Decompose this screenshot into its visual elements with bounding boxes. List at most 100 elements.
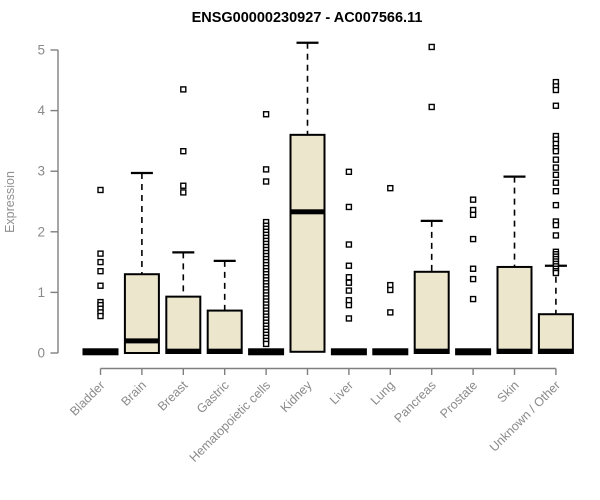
x-tick-label: Breast	[155, 378, 191, 414]
box-series	[82, 41, 574, 356]
outlier-point	[552, 221, 560, 229]
median-line	[166, 348, 201, 354]
outlier-point	[97, 282, 104, 289]
median-line	[497, 348, 532, 354]
box-bladder	[82, 186, 119, 356]
outlier-point	[552, 232, 560, 239]
outlier-point	[469, 196, 477, 203]
outlier-point	[552, 179, 560, 186]
outlier-point	[345, 301, 353, 309]
outlier-point	[97, 250, 104, 257]
outlier-point	[469, 235, 477, 243]
box-brain	[123, 171, 160, 354]
collapsed-box-median	[82, 348, 119, 356]
x-tick-label: Skin	[495, 378, 522, 405]
box-hematopoietic-cells	[248, 111, 285, 356]
outlier-point	[552, 156, 560, 163]
y-tick-label: 5	[37, 43, 45, 58]
outlier-point	[345, 287, 353, 294]
outlier-point	[469, 275, 477, 283]
outlier-point	[97, 186, 104, 194]
x-tick-label: Hematopoietic cells	[187, 378, 274, 465]
outlier-point	[387, 184, 394, 192]
y-axis-title: Expression	[3, 171, 17, 233]
y-tick-label: 3	[37, 164, 45, 179]
outlier-point	[180, 189, 187, 196]
outlier-point	[469, 295, 477, 303]
iqr-box	[165, 295, 202, 354]
collapsed-box-median	[372, 348, 409, 356]
y-tick-label: 0	[37, 346, 45, 361]
outlier-point	[552, 148, 560, 155]
outlier-point	[387, 309, 394, 316]
x-tick-label: Lung	[368, 378, 398, 408]
outlier-point	[552, 171, 560, 179]
box-kidney	[289, 41, 326, 353]
outlier-point	[345, 315, 353, 322]
median-line	[207, 348, 242, 354]
box-breast	[165, 86, 202, 354]
iqr-box	[496, 265, 533, 354]
outlier-point	[262, 340, 270, 348]
outlier-point	[262, 111, 270, 118]
outlier-point	[345, 279, 353, 286]
outlier-point	[345, 203, 353, 211]
collapsed-box-median	[248, 348, 285, 356]
x-tick-label: Gastric	[194, 378, 232, 416]
outlier-point	[180, 182, 187, 189]
box-skin	[496, 175, 533, 354]
outlier-point	[428, 103, 435, 111]
outlier-point	[469, 265, 477, 272]
outlier-point	[180, 148, 187, 155]
outlier-point	[345, 168, 353, 176]
iqr-box	[289, 133, 326, 353]
x-tick-label: Prostate	[437, 378, 480, 421]
outlier-point	[180, 86, 187, 93]
y-tick-label: 2	[37, 224, 45, 239]
x-tick-label: Unknown / Other	[487, 378, 563, 454]
outlier-point	[345, 241, 353, 248]
y-tick-label: 4	[37, 103, 45, 118]
outlier-point	[552, 86, 560, 94]
x-tick-label: Kidney	[278, 378, 315, 415]
chart-title: ENSG00000230927 - AC007566.11	[192, 10, 423, 26]
outlier-point	[552, 187, 560, 195]
box-gastric	[206, 259, 243, 354]
outlier-point	[552, 164, 560, 171]
outlier-point	[345, 274, 353, 281]
median-line	[414, 348, 449, 354]
iqr-box	[413, 270, 450, 354]
collapsed-box-median	[455, 348, 492, 356]
outlier-point	[552, 102, 560, 109]
outlier-point	[97, 267, 104, 275]
outlier-point	[97, 258, 104, 266]
iqr-box	[537, 313, 574, 355]
median-line	[124, 338, 159, 344]
y-axis: 0 1 2 3 4 5	[37, 43, 59, 361]
x-tick-label: Pancreas	[392, 378, 439, 425]
outlier-point	[428, 43, 435, 51]
outlier-point	[387, 286, 394, 294]
x-tick-label: Brain	[118, 378, 149, 409]
box-unknown-other	[537, 78, 574, 355]
box-liver	[330, 168, 367, 356]
y-tick-label: 1	[37, 285, 45, 300]
outlier-point	[552, 201, 560, 209]
outlier-point	[345, 262, 353, 269]
collapsed-box-median	[330, 348, 367, 356]
outlier-point	[552, 269, 560, 277]
box-pancreas	[413, 43, 450, 354]
x-tick-label: Liver	[327, 378, 356, 407]
outlier-point	[262, 166, 270, 173]
median-line	[290, 209, 325, 215]
outlier-point	[97, 312, 104, 320]
iqr-box	[206, 309, 243, 354]
x-tick-label: Bladder	[67, 378, 107, 418]
median-line	[538, 348, 573, 354]
box-lung	[372, 184, 409, 356]
outlier-point	[469, 211, 477, 219]
outlier-point	[262, 178, 270, 185]
